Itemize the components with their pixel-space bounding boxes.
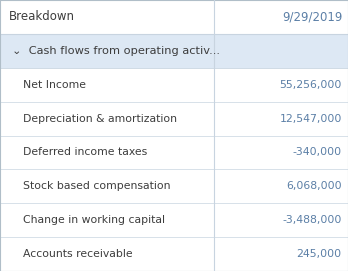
Bar [0, 0, 348, 34]
Text: Breakdown: Breakdown [9, 11, 75, 23]
Text: Depreciation & amortization: Depreciation & amortization [23, 114, 177, 124]
Bar [0, 68, 348, 102]
Text: Deferred income taxes: Deferred income taxes [23, 147, 147, 157]
Text: 9/29/2019: 9/29/2019 [283, 11, 343, 23]
Bar [0, 34, 348, 68]
Text: Accounts receivable: Accounts receivable [23, 249, 132, 259]
Text: Change in working capital: Change in working capital [23, 215, 165, 225]
Text: 6,068,000: 6,068,000 [286, 181, 342, 191]
Text: 245,000: 245,000 [296, 249, 342, 259]
Bar [0, 136, 348, 169]
Bar [0, 102, 348, 136]
Text: -340,000: -340,000 [293, 147, 342, 157]
Text: 12,547,000: 12,547,000 [279, 114, 342, 124]
Text: Stock based compensation: Stock based compensation [23, 181, 170, 191]
Text: 55,256,000: 55,256,000 [279, 80, 342, 90]
Text: Net Income: Net Income [23, 80, 86, 90]
Text: ⌄  Cash flows from operating activ...: ⌄ Cash flows from operating activ... [12, 46, 220, 56]
Bar [0, 237, 348, 271]
Text: -3,488,000: -3,488,000 [282, 215, 342, 225]
Bar [0, 169, 348, 203]
Bar [0, 203, 348, 237]
